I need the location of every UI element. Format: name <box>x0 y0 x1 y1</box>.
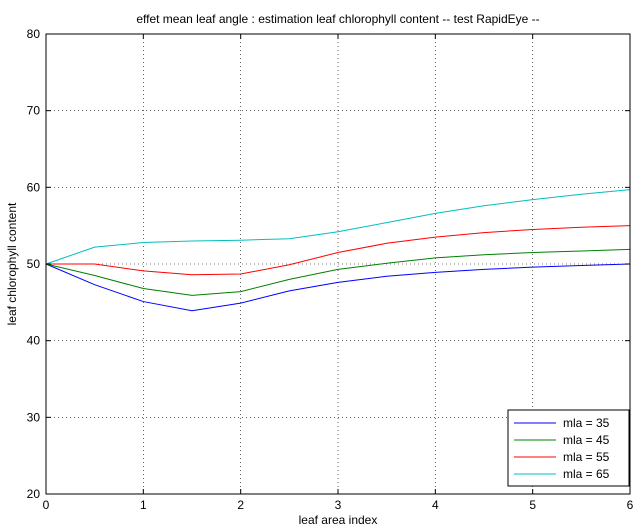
legend-label-3: mla = 55 <box>563 450 610 464</box>
series-line-2 <box>45 248 631 296</box>
chart-title: effet mean leaf angle : estimation leaf … <box>136 12 539 26</box>
ticks: 0 1 2 3 4 5 6 20 30 40 50 60 70 80 <box>27 27 634 512</box>
legend-label-4: mla = 65 <box>563 467 610 481</box>
y-axis-label: leaf chlorophyll content <box>5 202 19 325</box>
y-tick-label: 60 <box>27 180 41 194</box>
x-tick-label: 4 <box>432 498 439 512</box>
y-tick-label: 70 <box>27 104 41 118</box>
series-line-3 <box>46 225 631 276</box>
x-tick-label: 3 <box>335 498 342 512</box>
x-tick-label: 2 <box>237 498 244 512</box>
grid <box>46 34 630 494</box>
series-group <box>45 189 631 312</box>
x-tick-label: 1 <box>140 498 147 512</box>
series-line-1 <box>45 263 631 312</box>
x-tick-label: 5 <box>529 498 536 512</box>
legend-label-1: mla = 35 <box>563 416 610 430</box>
x-axis-label: leaf area index <box>299 513 378 527</box>
y-tick-label: 80 <box>27 27 41 41</box>
y-tick-label: 20 <box>27 487 41 501</box>
legend-label-2: mla = 45 <box>563 433 610 447</box>
x-tick-label: 6 <box>627 498 634 512</box>
y-tick-label: 30 <box>27 410 41 424</box>
y-tick-label: 40 <box>27 334 41 348</box>
x-tick-label: 0 <box>43 498 50 512</box>
y-tick-label: 50 <box>27 257 41 271</box>
legend: mla = 35 mla = 45 mla = 55 mla = 65 <box>507 409 630 487</box>
series-line-4 <box>45 189 631 265</box>
